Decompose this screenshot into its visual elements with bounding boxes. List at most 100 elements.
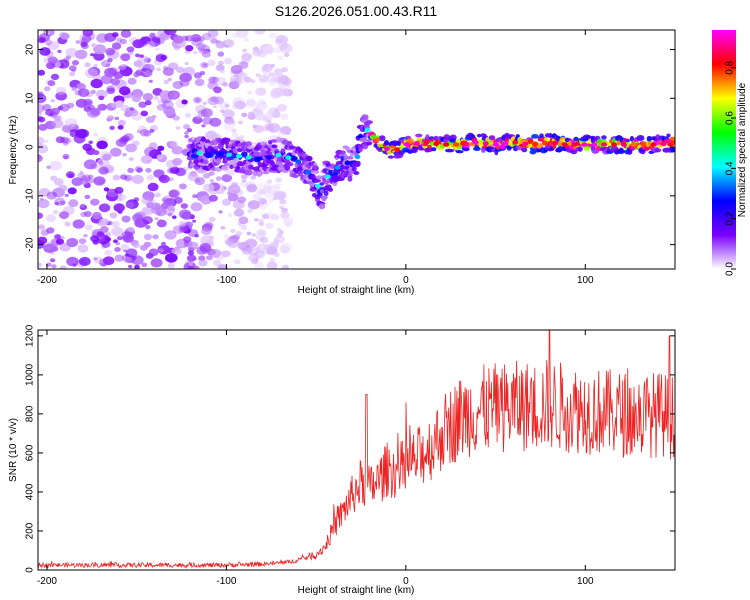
heatmap-cell [247,209,253,213]
heatmap-cell [146,202,155,208]
y-tick-label: 0 [25,144,36,150]
heatmap-cell [250,79,256,84]
heatmap-cell [378,135,386,142]
heatmap-cell [364,127,371,133]
heatmap-cell [82,30,94,37]
heatmap-cell [143,241,152,248]
heatmap-cell [121,215,131,223]
heatmap-cell [107,115,115,121]
heatmap-cell [269,77,277,83]
heatmap-cell [271,213,280,221]
heatmap-cell [232,102,241,110]
heatmap-cell [99,218,109,226]
heatmap-cell [323,190,329,196]
heatmap-cell [620,142,627,147]
heatmap-cell [245,155,252,160]
heatmap-cell [241,223,247,228]
heatmap-cell [316,193,323,197]
heatmap-cell [365,120,374,125]
heatmap-cell [552,144,557,149]
heatmap-cell [110,78,120,86]
heatmap-cell [280,113,289,121]
heatmap-cell [219,109,225,113]
heatmap-cell [314,183,321,189]
heatmap-cell [361,114,369,120]
heatmap-cell [262,64,270,70]
heatmap-cell [403,142,410,147]
heatmap-cell [128,157,134,161]
heatmap-cell [277,55,284,60]
heatmap-cell [133,71,140,78]
heatmap-cell [194,78,205,87]
heatmap-cell [232,148,239,154]
y-tick-label: 1000 [25,363,36,386]
heatmap-cell [268,72,275,77]
heatmap-cell [221,250,231,258]
heatmap-cell [611,142,617,147]
heatmap-cell [273,241,279,246]
x-tick-label: -100 [216,576,236,587]
heatmap-cell [46,42,51,46]
heatmap-cell [318,203,326,210]
heatmap-cell [258,74,269,83]
heatmap-cell [140,110,149,117]
heatmap-cell [167,77,173,82]
heatmap-cell [219,266,225,269]
heatmap-cell [257,230,266,236]
heatmap-cell [193,72,202,79]
heatmap-cell [198,259,208,267]
heatmap-cell [222,82,228,87]
heatmap-cell [80,179,89,185]
heatmap-cell [235,30,249,38]
heatmap-cell [113,203,125,213]
heatmap-cell [226,152,233,157]
heatmap-cell [539,133,544,138]
heatmap-cell [205,113,211,118]
heatmap-cell [171,145,183,155]
heatmap-cell [197,109,208,118]
heatmap-cell [128,108,139,117]
heatmap-cell [551,140,558,146]
snr-x-label: Height of straight line (km) [298,585,415,596]
heatmap-cell [98,166,109,175]
heatmap-cell [423,140,430,145]
heatmap-cell [393,147,400,152]
heatmap-cell [115,100,125,107]
heatmap-cell [145,168,152,173]
heatmap-cell [315,175,324,180]
heatmap-cell [59,200,66,206]
heatmap-cell [221,198,232,206]
heatmap-cell [319,182,325,186]
heatmap-cell [251,233,257,237]
heatmap-cell [296,166,304,172]
heatmap-cell [328,169,333,173]
heatmap-cell [498,144,507,150]
heatmap-cell [228,81,240,90]
heatmap-cell [117,119,126,127]
heatmap-cell [171,247,182,256]
heatmap-cell [265,222,274,230]
heatmap-cell [131,112,143,121]
heatmap-cell [250,175,257,180]
heatmap-cell [522,141,529,146]
heatmap-cell [213,86,222,94]
heatmap-cell [167,212,173,217]
heatmap-cell [223,234,230,240]
colorbar-tick-label: 0.4 [725,161,736,175]
heatmap-cell [224,44,229,48]
heatmap-cell [78,256,91,266]
heatmap-cell [242,48,248,53]
heatmap-cell [145,116,155,123]
heatmap-cell [131,174,144,184]
heatmap-cell [234,100,246,110]
heatmap-cell [213,96,224,105]
heatmap-cell [125,201,135,209]
heatmap-cell [134,166,143,173]
heatmap-cell [119,38,127,45]
heatmap-cell [97,164,110,175]
heatmap-cell [260,67,267,72]
heatmap-cell [188,262,194,266]
heatmap-cell [113,71,124,80]
heatmap-cell [106,85,116,93]
heatmap-cell [111,42,122,50]
